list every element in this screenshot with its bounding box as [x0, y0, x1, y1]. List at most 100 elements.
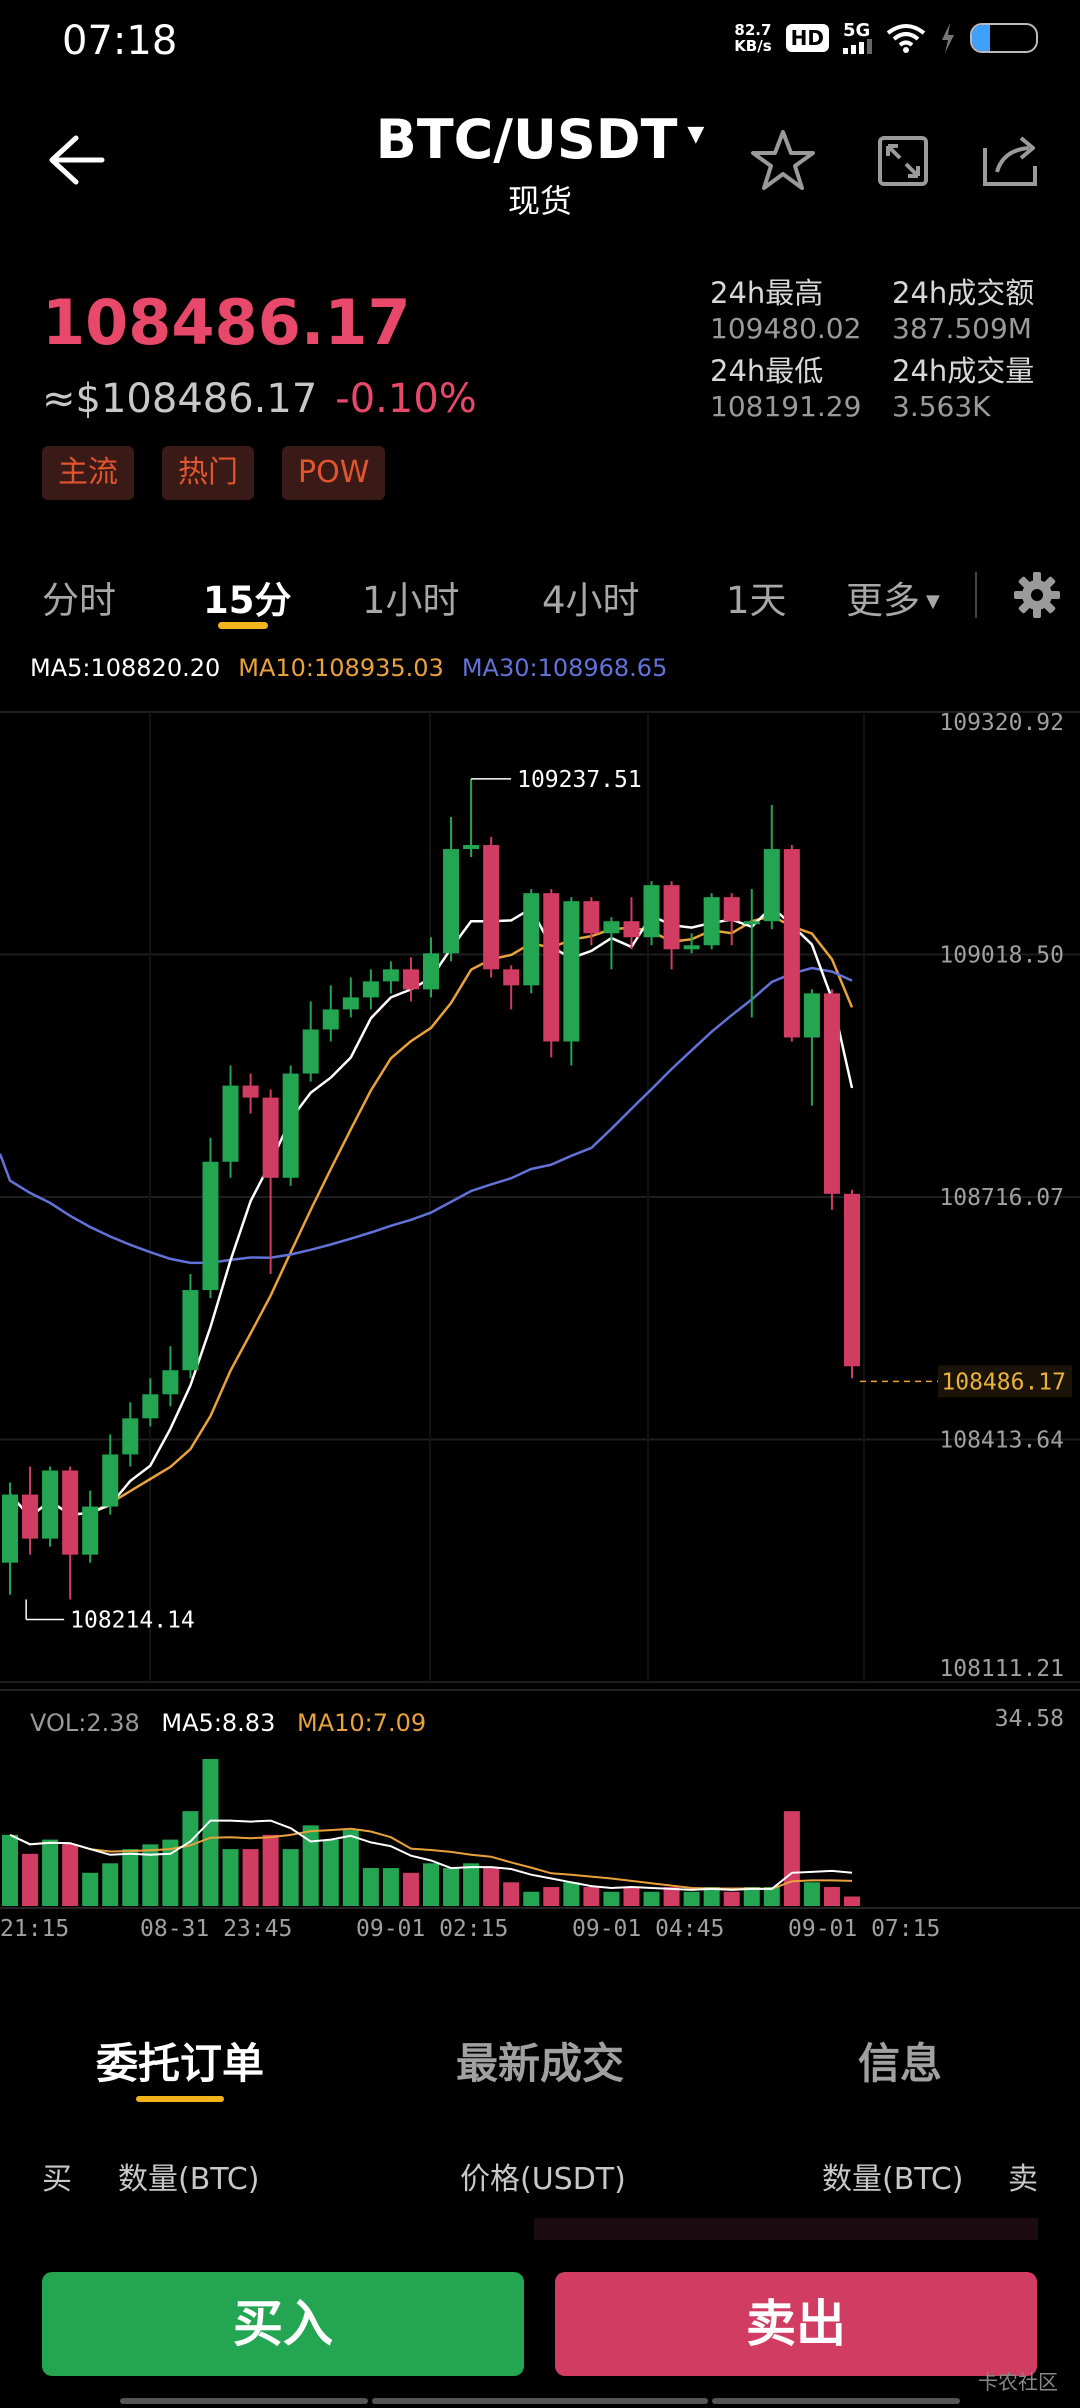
- volume-bar: [423, 1863, 439, 1906]
- col-qty-right: 数量(BTC): [822, 2162, 964, 2197]
- nav-bar-segment: [372, 2398, 708, 2404]
- share-icon[interactable]: [975, 126, 1045, 196]
- min-price-label: 108214.14: [70, 1607, 195, 1633]
- candle: [82, 1506, 99, 1555]
- candle: [463, 845, 480, 850]
- volume-label: 24h成交量: [892, 354, 1035, 388]
- buy-button[interactable]: 买入: [42, 2272, 524, 2376]
- volume-bar: [242, 1849, 259, 1906]
- candle: [222, 1085, 239, 1162]
- candle: [543, 893, 560, 1042]
- tag-hot[interactable]: 热门: [162, 446, 254, 500]
- time-axis: 21:15 08-31 23:45 09-01 02:15 09-01 04:45 09…: [0, 1916, 940, 1942]
- volume-value: 3.563K: [892, 390, 991, 423]
- candle: [783, 849, 800, 1038]
- volume-bar: [763, 1887, 780, 1906]
- settings-gear-icon[interactable]: [1012, 570, 1062, 620]
- volume-chart: 34.58: [0, 1706, 1080, 1909]
- tab-trades[interactable]: 最新成交: [456, 2039, 625, 2088]
- ma30-legend: MA30:108968.65: [461, 654, 668, 682]
- col-sell: 卖: [1008, 2162, 1038, 2197]
- tab-15m[interactable]: 15分: [203, 579, 292, 622]
- candles: [2, 778, 860, 1600]
- watermark: 卡农社区: [978, 2370, 1058, 2394]
- candle: [282, 1073, 299, 1178]
- pair-selector[interactable]: BTC/USDT ▼: [0, 108, 1080, 171]
- volume-bar: [322, 1839, 339, 1906]
- candle: [823, 993, 840, 1194]
- vol-legend-ma10: MA10:7.09: [297, 1709, 426, 1737]
- status-icons: 82.7 KB/s HD 5G: [734, 21, 1038, 54]
- tab-timeshare[interactable]: 分时: [42, 579, 116, 622]
- volume-axis-label: 34.58: [995, 1706, 1064, 1732]
- sell-button[interactable]: 卖出: [555, 2272, 1037, 2376]
- candle: [302, 1029, 319, 1074]
- tab-info[interactable]: 信息: [858, 2039, 943, 2088]
- ma30-line: [0, 966, 853, 1265]
- candle: [122, 1418, 139, 1455]
- fullscreen-icon[interactable]: [868, 126, 938, 196]
- tag-mainstream[interactable]: 主流: [42, 446, 134, 500]
- volume-bar: [823, 1887, 840, 1906]
- network-speed: 82.7 KB/s: [734, 22, 771, 54]
- volume-bar: [743, 1887, 760, 1906]
- kline-chart[interactable]: 109320.92 109018.50 108716.07 108413.64 1081…: [0, 690, 1080, 1950]
- candle: [2, 1494, 18, 1563]
- high-label: 24h最高: [710, 276, 824, 310]
- candle: [262, 1097, 279, 1178]
- candle: [623, 921, 640, 938]
- price-axis-label: 108111.21: [939, 1656, 1064, 1682]
- tab-1h[interactable]: 1小时: [362, 579, 460, 622]
- change-percent: -0.10%: [335, 376, 477, 422]
- tab-1d[interactable]: 1天: [726, 579, 787, 622]
- usd-price: ≈$108486.17: [42, 376, 318, 422]
- candle: [583, 901, 600, 934]
- volume-bar: [82, 1872, 99, 1906]
- tab-more[interactable]: 更多 ▼: [846, 570, 940, 624]
- candle: [663, 885, 680, 950]
- last-price: 108486.17: [42, 286, 411, 359]
- active-tab-indicator: [218, 622, 268, 629]
- star-icon[interactable]: [748, 126, 818, 196]
- col-buy: 买: [42, 2162, 72, 2197]
- time-axis-label: 09-01 07:15: [788, 1916, 940, 1942]
- tag-pow[interactable]: POW: [282, 446, 386, 500]
- candle: [162, 1370, 179, 1395]
- volume-bar: [382, 1868, 399, 1906]
- volume-bar: [623, 1887, 640, 1906]
- volume-bar: [222, 1849, 239, 1906]
- volume-bar: [844, 1896, 860, 1906]
- nav-bar-segment: [120, 2398, 368, 2404]
- high-value: 109480.02: [710, 312, 862, 345]
- low-label: 24h最低: [710, 354, 824, 388]
- candle: [563, 901, 580, 1042]
- wifi-icon: [886, 24, 926, 53]
- volume-bar: [503, 1882, 520, 1906]
- volume-bar: [202, 1758, 219, 1906]
- ma10-legend: MA10:108935.03: [238, 654, 444, 682]
- candle: [683, 945, 700, 950]
- candle: [763, 849, 780, 922]
- volume-bar: [723, 1891, 740, 1906]
- candle: [703, 897, 720, 946]
- market-type: 现货: [507, 182, 572, 220]
- volume-bar: [42, 1839, 59, 1906]
- back-arrow-icon[interactable]: [44, 130, 114, 190]
- divider: [975, 572, 977, 618]
- candle: [402, 969, 419, 990]
- candle: [603, 921, 620, 934]
- candle: [443, 849, 460, 954]
- candle: [803, 993, 820, 1038]
- volume-bar: [583, 1887, 600, 1906]
- volume-bar: [803, 1882, 820, 1906]
- time-axis-label: 09-01 02:15: [356, 1916, 508, 1942]
- candle: [423, 953, 439, 990]
- candle: [142, 1394, 159, 1419]
- tab-orders[interactable]: 委托订单: [96, 2039, 265, 2088]
- tab-4h[interactable]: 4小时: [542, 579, 640, 622]
- volume-bar: [783, 1811, 800, 1906]
- last-price-label: 108486.17: [941, 1369, 1066, 1395]
- net-speed-value: 82.7: [734, 21, 772, 39]
- candle: [382, 969, 399, 982]
- time-axis-label: 08-31 23:45: [140, 1916, 292, 1942]
